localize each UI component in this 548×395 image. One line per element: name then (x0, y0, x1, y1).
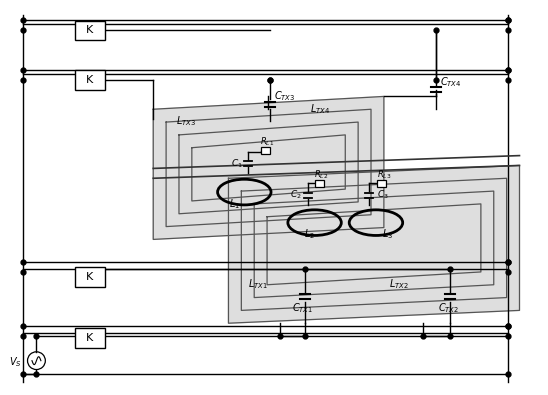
Text: $L_{TX1}$: $L_{TX1}$ (248, 277, 268, 291)
Text: K: K (86, 25, 94, 36)
Bar (315, 180, 324, 187)
Text: $C_{TX1}$: $C_{TX1}$ (292, 301, 313, 315)
Text: $C_3$: $C_3$ (377, 189, 389, 201)
Text: $R_{L3}$: $R_{L3}$ (376, 168, 391, 181)
Polygon shape (229, 166, 520, 323)
Bar (75, 328, 105, 348)
Text: $C_{TX2}$: $C_{TX2}$ (438, 301, 459, 315)
Text: $L_2$: $L_2$ (304, 228, 315, 241)
Text: $C_{TX4}$: $C_{TX4}$ (440, 75, 462, 88)
Text: $C_1$: $C_1$ (231, 157, 242, 170)
Polygon shape (153, 96, 384, 239)
Bar (75, 70, 105, 90)
Text: K: K (86, 333, 94, 343)
Text: $L_1$: $L_1$ (229, 197, 240, 211)
Text: K: K (86, 75, 94, 85)
Bar (75, 267, 105, 287)
Text: $C_2$: $C_2$ (290, 189, 302, 201)
Text: $L_{TX2}$: $L_{TX2}$ (389, 277, 409, 291)
Text: $R_{L2}$: $R_{L2}$ (315, 168, 329, 181)
Text: K: K (86, 272, 94, 282)
Bar (75, 21, 105, 40)
Text: $R_{L1}$: $R_{L1}$ (260, 135, 274, 148)
Text: $L_3$: $L_3$ (383, 228, 393, 241)
Text: $L_{TX3}$: $L_{TX3}$ (176, 114, 196, 128)
Text: $L_{TX4}$: $L_{TX4}$ (310, 102, 330, 116)
Bar (378, 180, 386, 187)
Bar (261, 147, 270, 154)
Text: $V_S$: $V_S$ (9, 355, 21, 369)
Text: $C_{TX3}$: $C_{TX3}$ (274, 90, 295, 103)
